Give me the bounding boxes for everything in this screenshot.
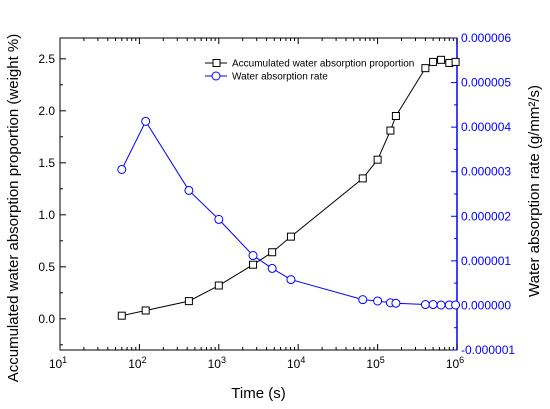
data-point-circle (184, 185, 194, 195)
y-axis-title-left: Accumulated water absorption proportion … (5, 34, 22, 383)
data-point-square (249, 260, 258, 269)
x-axis-title: Time (s) (231, 385, 285, 402)
series-layer (117, 55, 461, 320)
data-point-circle (358, 295, 368, 305)
x-axis: 101 102 103 104 105 106 (49, 38, 464, 371)
y2-tick-label: 0.000004 (461, 120, 511, 134)
data-point-circle (141, 116, 151, 126)
data-point-circle (117, 164, 127, 174)
data-point-square (437, 55, 446, 64)
data-point-square (286, 232, 295, 241)
data-point-square (184, 297, 193, 306)
y2-tick-label: 0.000003 (461, 165, 511, 179)
y2-tick-label: 0.000005 (461, 76, 511, 90)
y-tick-label: 0.0 (38, 312, 55, 326)
y-axis-right: -0.000001 0.000000 0.000001 0.000002 0.00000… (451, 31, 515, 357)
legend-label: Accumulated water absorption proportion (232, 59, 414, 70)
data-point-square (391, 112, 400, 120)
data-point-circle (248, 251, 258, 261)
x-tick-label: 106 (446, 355, 464, 371)
y-tick-label: 1.5 (38, 156, 55, 170)
x-tick-label: 103 (208, 355, 226, 371)
y2-tick-label: 0.000000 (461, 298, 511, 312)
data-point-square (373, 155, 382, 164)
y-tick-label: 2.5 (38, 52, 55, 66)
data-point-circle (436, 300, 446, 310)
data-point-square (429, 57, 438, 66)
y-axis-title-right: Water absorption rate (g/mm²/s) (526, 85, 543, 297)
y-axis-left: 0.0 0.5 1.0 1.5 2.0 2.5 (38, 52, 66, 346)
legend-marker-circle (211, 71, 221, 81)
data-point-circle (373, 296, 383, 306)
y2-tick-label: 0.000006 (461, 31, 511, 45)
legend-marker-square (212, 59, 221, 67)
data-point-square (141, 306, 150, 315)
y-tick-label: 1.0 (38, 208, 55, 222)
y2-tick-label: 0.000001 (461, 254, 511, 268)
data-point-square (421, 64, 430, 73)
data-point-circle (214, 214, 224, 224)
data-point-square (386, 126, 395, 135)
data-point-square (268, 248, 277, 257)
data-point-circle (267, 263, 277, 273)
data-point-square (214, 281, 223, 290)
data-point-circle (451, 300, 461, 310)
data-point-circle (286, 275, 296, 285)
data-point-square (117, 311, 126, 320)
x-tick-label: 105 (366, 355, 384, 371)
x-tick-label: 102 (128, 355, 146, 371)
data-point-square (451, 57, 460, 66)
data-point-circle (428, 300, 438, 310)
x-tick-label: 101 (49, 355, 67, 371)
data-point-circle (420, 300, 430, 310)
y-tick-label: 0.5 (38, 260, 55, 274)
y2-tick-label: -0.000001 (461, 343, 515, 357)
x-tick-label: 104 (287, 355, 305, 371)
data-point-circle (391, 298, 401, 308)
legend: Accumulated water absorption proportion W… (205, 59, 414, 83)
y-tick-label: 2.0 (38, 104, 55, 118)
data-point-square (358, 174, 367, 183)
y2-tick-label: 0.000002 (461, 209, 511, 223)
legend-label: Water absorption rate (232, 72, 328, 83)
